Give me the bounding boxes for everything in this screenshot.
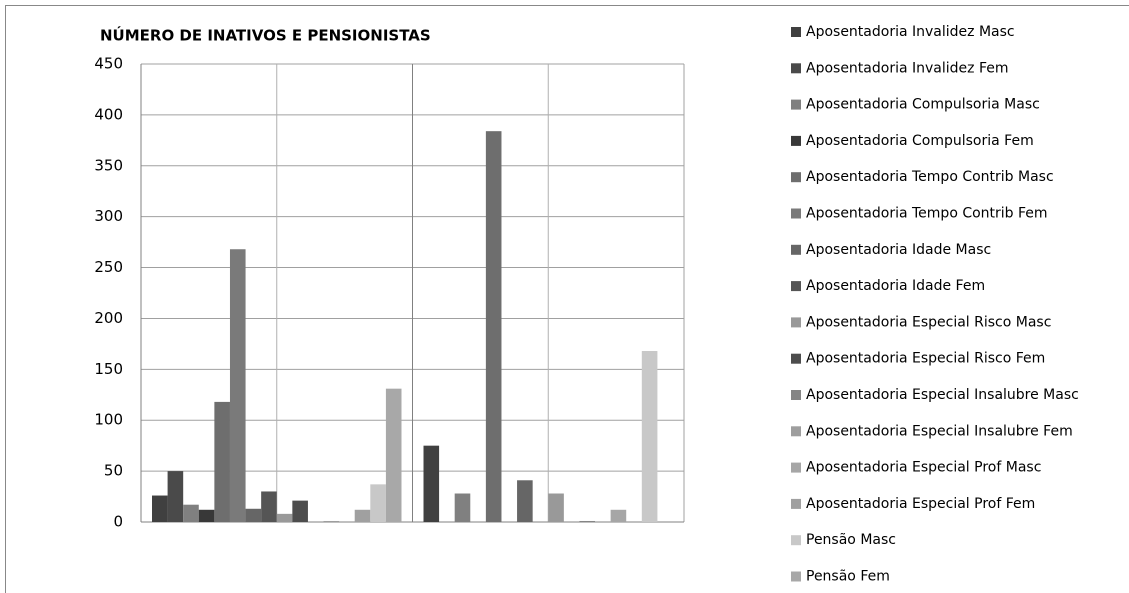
bar — [183, 504, 199, 522]
legend-swatch — [791, 571, 801, 582]
legend-label: Aposentadoria Invalidez Fem — [806, 60, 1009, 76]
y-tick-label: 250 — [94, 258, 123, 276]
y-tick-label: 300 — [94, 207, 123, 225]
legend-label: Aposentadoria Invalidez Masc — [806, 24, 1015, 40]
bar — [370, 484, 386, 522]
legend-swatch — [791, 281, 801, 292]
legend-swatch — [791, 462, 801, 473]
bar — [423, 445, 440, 522]
bar — [292, 500, 308, 522]
legend-swatch — [791, 63, 801, 74]
legend-label: Pensão Masc — [806, 532, 896, 548]
chart-title: NÚMERO DE INATIVOS E PENSIONISTAS — [100, 26, 431, 45]
legend-label: Aposentadoria Especial Insalubre Masc — [806, 387, 1079, 403]
y-tick-label: 350 — [94, 156, 123, 174]
bar — [485, 131, 502, 522]
bar — [517, 480, 533, 522]
legend-label: Aposentadoria Idade Fem — [806, 278, 985, 294]
legend-swatch — [791, 317, 801, 328]
bar — [641, 351, 658, 522]
y-tick-label: 0 — [113, 513, 123, 531]
bar — [245, 508, 262, 522]
y-tick-label: 50 — [104, 462, 123, 480]
legend-label: Aposentadoria Especial Risco Masc — [806, 314, 1051, 330]
y-tick-label: 150 — [94, 360, 123, 378]
legend-swatch — [791, 426, 801, 437]
legend-swatch — [791, 27, 801, 37]
legend-swatch — [791, 390, 801, 400]
legend-swatch — [791, 99, 801, 110]
y-tick-label: 400 — [94, 105, 123, 123]
bar — [167, 471, 184, 522]
bar — [276, 513, 293, 522]
bar — [385, 388, 402, 522]
bar — [152, 495, 168, 522]
legend-swatch — [791, 135, 801, 146]
legend-label: Aposentadoria Especial Prof Fem — [806, 496, 1035, 512]
bar — [454, 493, 471, 522]
bar — [354, 509, 371, 522]
legend-swatch — [791, 535, 801, 546]
chart-frame — [5, 5, 1129, 593]
bar — [548, 493, 564, 522]
y-tick-label: 200 — [94, 309, 123, 327]
legend-label: Aposentadoria Compulsoria Fem — [806, 133, 1034, 149]
legend-label: Aposentadoria Tempo Contrib Fem — [806, 206, 1048, 222]
bar — [610, 509, 627, 522]
legend-swatch — [791, 208, 801, 219]
legend-swatch — [791, 353, 801, 364]
y-tick-label: 450 — [94, 55, 123, 73]
bar — [229, 249, 246, 523]
legend-label: Aposentadoria Especial Insalubre Fem — [806, 423, 1073, 439]
legend-label: Aposentadoria Idade Masc — [806, 242, 991, 258]
legend-swatch — [791, 498, 801, 509]
bar — [198, 509, 215, 522]
bar — [214, 401, 230, 522]
legend-label: Aposentadoria Especial Prof Masc — [806, 460, 1041, 476]
y-tick-label: 100 — [94, 411, 123, 429]
bar — [579, 520, 596, 522]
legend-swatch — [791, 244, 801, 255]
legend-label: Aposentadoria Compulsoria Masc — [806, 97, 1040, 113]
bar — [323, 520, 340, 522]
legend-label: Aposentadoria Especial Risco Fem — [806, 351, 1045, 367]
legend-swatch — [791, 172, 801, 183]
legend-label: Aposentadoria Tempo Contrib Masc — [806, 169, 1054, 185]
legend-label: Pensão Fem — [806, 569, 890, 585]
bar — [261, 491, 277, 522]
